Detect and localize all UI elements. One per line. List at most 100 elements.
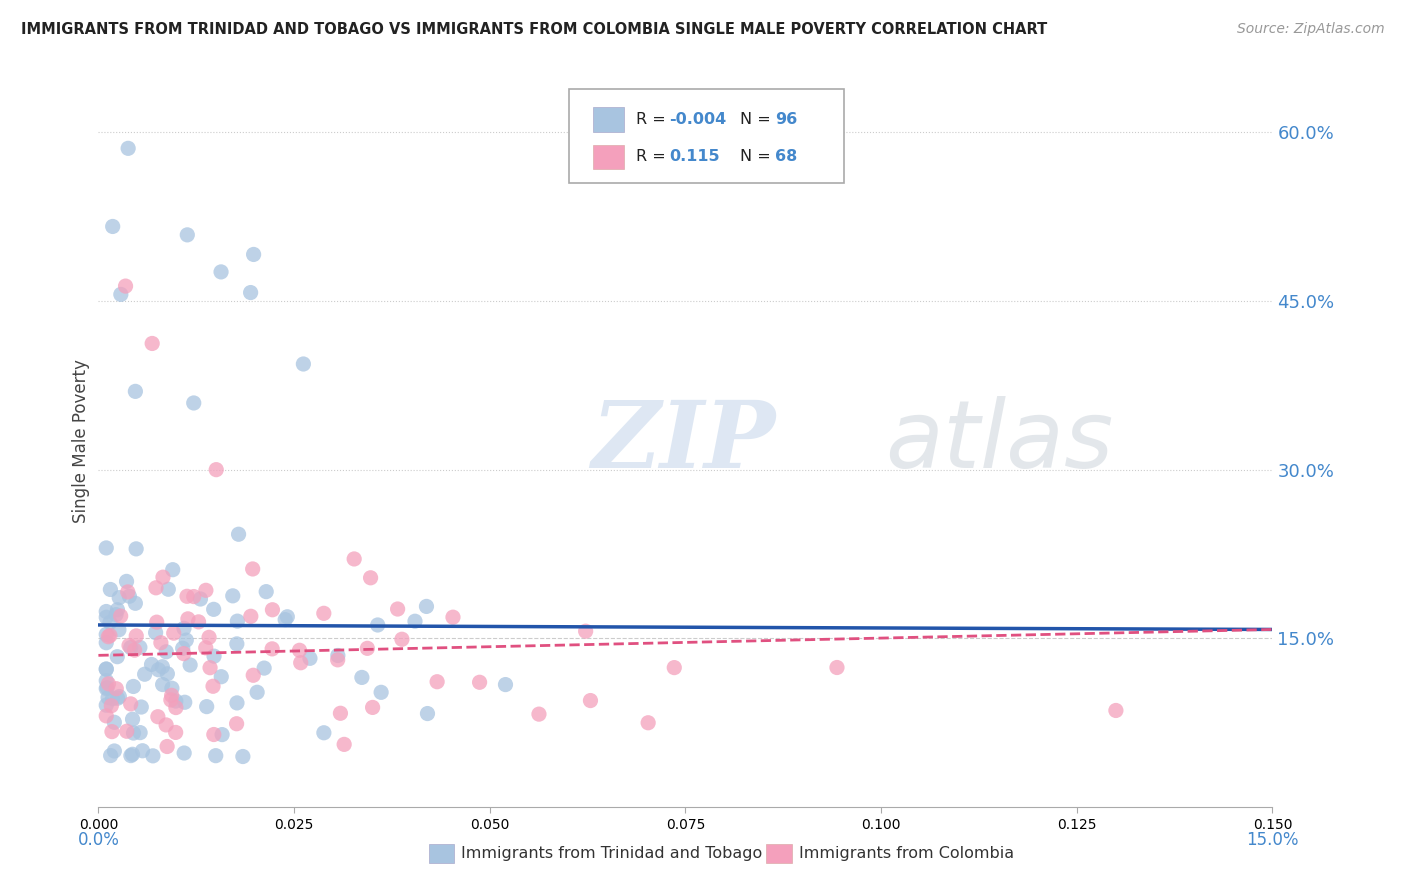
Point — [115, 724, 138, 739]
Point — [97, 677, 120, 691]
Point — [157, 582, 180, 597]
Point — [96, 681, 118, 695]
Point — [222, 589, 245, 603]
Point — [107, 691, 129, 706]
Point — [118, 589, 141, 603]
Point — [194, 583, 217, 598]
Text: 15.0%: 15.0% — [1246, 831, 1299, 849]
Point — [103, 715, 125, 730]
Point — [118, 639, 141, 653]
Text: N =: N = — [740, 150, 776, 164]
Point — [575, 624, 598, 639]
Point — [183, 396, 205, 410]
Point — [202, 679, 225, 693]
Point — [239, 609, 262, 624]
Point — [173, 621, 195, 635]
Point — [198, 630, 221, 644]
Point — [211, 728, 233, 742]
Point — [101, 724, 124, 739]
Text: R =: R = — [636, 112, 671, 127]
Point — [416, 706, 439, 721]
Text: Immigrants from Colombia: Immigrants from Colombia — [799, 847, 1014, 861]
Point — [242, 247, 264, 261]
Point — [173, 695, 195, 709]
Point — [120, 748, 142, 763]
Point — [190, 592, 212, 607]
Point — [96, 698, 118, 713]
Point — [124, 643, 146, 657]
Point — [145, 615, 167, 629]
Text: ZIP: ZIP — [592, 397, 776, 486]
Point — [242, 562, 264, 576]
Point — [228, 527, 250, 541]
Point — [232, 749, 254, 764]
Point — [165, 725, 187, 739]
Point — [579, 693, 602, 707]
Point — [97, 630, 120, 644]
Point — [202, 602, 225, 616]
Point — [160, 681, 183, 696]
Point — [148, 663, 170, 677]
Point — [441, 610, 464, 624]
Point — [288, 643, 311, 657]
Text: atlas: atlas — [884, 396, 1114, 487]
Point — [155, 645, 177, 659]
Point — [96, 605, 118, 619]
Point — [246, 685, 269, 699]
Text: IMMIGRANTS FROM TRINIDAD AND TOBAGO VS IMMIGRANTS FROM COLOMBIA SINGLE MALE POVE: IMMIGRANTS FROM TRINIDAD AND TOBAGO VS I… — [21, 22, 1047, 37]
Point — [276, 609, 298, 624]
Point — [108, 690, 131, 704]
Point — [204, 748, 226, 763]
Point — [114, 279, 136, 293]
Point — [96, 636, 118, 650]
Point — [172, 641, 194, 656]
Point — [117, 141, 139, 155]
Point — [361, 700, 384, 714]
Point — [98, 628, 121, 642]
Point — [160, 693, 183, 707]
Point — [110, 287, 132, 301]
Point — [145, 625, 167, 640]
Y-axis label: Single Male Poverty: Single Male Poverty — [72, 359, 90, 524]
Point — [1105, 704, 1128, 718]
Point — [173, 647, 195, 661]
Point — [129, 725, 152, 739]
Point — [356, 641, 378, 656]
Point — [254, 584, 277, 599]
Point — [100, 748, 122, 763]
Point — [96, 662, 118, 676]
Point — [527, 707, 550, 722]
Point — [194, 640, 217, 655]
Point — [146, 709, 169, 723]
Text: -0.004: -0.004 — [669, 112, 727, 127]
Point — [664, 660, 686, 674]
Text: 68: 68 — [775, 150, 797, 164]
Point — [370, 685, 392, 699]
Point — [426, 674, 449, 689]
Text: R =: R = — [636, 150, 675, 164]
Point — [129, 700, 152, 714]
Point — [125, 629, 148, 643]
Text: 0.0%: 0.0% — [77, 831, 120, 849]
Point — [122, 726, 145, 740]
Point — [98, 615, 121, 630]
Point — [141, 336, 163, 351]
Point — [174, 633, 197, 648]
Point — [391, 632, 413, 647]
Point — [156, 739, 179, 754]
Point — [156, 666, 179, 681]
Point — [97, 690, 120, 705]
Point — [108, 591, 131, 605]
Point — [152, 677, 174, 691]
Point — [195, 699, 218, 714]
Point — [108, 623, 131, 637]
Point — [160, 689, 183, 703]
Point — [468, 675, 491, 690]
Point — [239, 285, 262, 300]
Point — [326, 653, 349, 667]
Point — [343, 552, 366, 566]
Point — [163, 626, 186, 640]
Point — [96, 610, 118, 624]
Point — [141, 657, 163, 672]
Point — [96, 541, 118, 555]
